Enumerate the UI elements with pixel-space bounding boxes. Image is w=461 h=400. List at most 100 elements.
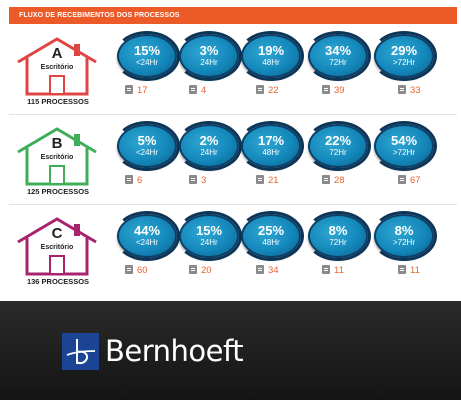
- count-value: 39: [334, 85, 345, 96]
- percentage-bubble: 17% 48Hr: [238, 121, 304, 171]
- document-count: 20: [189, 265, 212, 277]
- document-icon: [125, 85, 133, 94]
- percentage-bubble: 2% 24Hr: [176, 121, 242, 171]
- chart-header: FLUXO DE RECEBIMENTOS DOS PROCESSOS: [9, 7, 457, 24]
- office-label: Escritório: [40, 154, 74, 161]
- time-range: <24Hr: [135, 238, 158, 247]
- row-divider: [9, 114, 457, 115]
- document-icon: [189, 85, 197, 94]
- percentage-value: 19%: [257, 43, 285, 58]
- count-value: 17: [137, 85, 148, 96]
- percentage-value: 54%: [390, 133, 418, 148]
- count-value: 4: [201, 85, 207, 96]
- document-count: 34: [256, 265, 279, 277]
- process-count: 125 PROCESSOS: [26, 187, 90, 196]
- document-icon: [398, 85, 406, 94]
- time-range: 72Hr: [329, 238, 347, 247]
- percentage-value: 2%: [199, 133, 219, 148]
- bernhoeft-logo-icon: [62, 333, 99, 370]
- time-range: 48Hr: [262, 58, 280, 67]
- office-letter: B: [51, 135, 63, 152]
- time-range: 48Hr: [262, 148, 280, 157]
- row-divider: [9, 204, 457, 205]
- house-icon: B Escritório: [14, 126, 100, 186]
- bubble-ring: [238, 31, 304, 81]
- percentage-bubble: 34% 72Hr: [305, 31, 371, 81]
- percentage-bubble: 3% 24Hr: [176, 31, 242, 81]
- percentage-bubble: 44% <24Hr: [114, 211, 180, 261]
- count-value: 67: [410, 175, 421, 186]
- percentage-bubble: 15% 24Hr: [176, 211, 242, 261]
- document-icon: [322, 265, 330, 274]
- document-icon: [189, 175, 197, 184]
- document-count: 11: [398, 265, 420, 277]
- document-icon: [398, 175, 406, 184]
- count-value: 21: [268, 175, 279, 186]
- time-range: <24Hr: [135, 58, 158, 67]
- document-icon: [256, 85, 264, 94]
- time-range: <24Hr: [135, 148, 158, 157]
- percentage-bubble: 22% 72Hr: [305, 121, 371, 171]
- percentage-value: 25%: [257, 223, 285, 238]
- office-row: C Escritório 136 PROCESSOS 44% <24Hr 60 15% 24H…: [0, 210, 461, 300]
- house-icon: A Escritório: [14, 36, 100, 96]
- percentage-value: 3%: [199, 43, 219, 58]
- time-range: 24Hr: [200, 58, 218, 67]
- document-icon: [322, 175, 330, 184]
- count-value: 11: [410, 265, 420, 276]
- document-count: 21: [256, 175, 279, 187]
- document-count: 11: [322, 265, 344, 277]
- count-value: 34: [268, 265, 279, 276]
- percentage-value: 15%: [195, 223, 223, 238]
- process-count: 136 PROCESSOS: [26, 277, 90, 286]
- time-range: >72Hr: [392, 148, 415, 157]
- document-icon: [322, 85, 330, 94]
- document-count: 39: [322, 85, 345, 97]
- time-range: >72Hr: [392, 58, 415, 67]
- document-count: 3: [189, 175, 206, 187]
- document-count: 67: [398, 175, 421, 187]
- count-value: 60: [137, 265, 148, 276]
- count-value: 22: [268, 85, 279, 96]
- count-value: 28: [334, 175, 345, 186]
- office-row: B Escritório 125 PROCESSOS 5% <24Hr 6 2% 24Hr 3 1…: [0, 120, 461, 210]
- document-count: 6: [125, 175, 142, 187]
- time-range: 24Hr: [200, 238, 218, 247]
- percentage-value: 17%: [257, 133, 285, 148]
- document-count: 60: [125, 265, 148, 277]
- percentage-value: 22%: [324, 133, 352, 148]
- brand-name: Bernhoeft: [105, 334, 244, 368]
- document-icon: [398, 265, 406, 274]
- percentage-value: 44%: [133, 223, 161, 238]
- bubble-ring: [305, 121, 371, 171]
- percentage-bubble: 54% >72Hr: [371, 121, 437, 171]
- document-count: 17: [125, 85, 148, 97]
- percentage-bubble: 25% 48Hr: [238, 211, 304, 261]
- time-range: >72Hr: [392, 238, 415, 247]
- office-label: Escritório: [40, 64, 74, 71]
- office-label: Escritório: [40, 244, 74, 251]
- process-count: 115 PROCESSOS: [27, 97, 89, 106]
- percentage-value: 29%: [390, 43, 418, 58]
- bubble-ring: [305, 31, 371, 81]
- house-icon: C Escritório: [14, 216, 100, 276]
- bubble-ring: [305, 211, 371, 261]
- bubble-ring: [238, 121, 304, 171]
- percentage-bubble: 8% >72Hr: [371, 211, 437, 261]
- count-value: 11: [334, 265, 344, 276]
- time-range: 72Hr: [329, 148, 347, 157]
- count-value: 6: [137, 175, 143, 186]
- percentage-value: 15%: [133, 43, 161, 58]
- bubble-ring: [371, 31, 437, 81]
- percentage-bubble: 15% <24Hr: [114, 31, 180, 81]
- document-icon: [256, 265, 264, 274]
- percentage-bubble: 29% >72Hr: [371, 31, 437, 81]
- count-value: 3: [201, 175, 207, 186]
- percentage-value: 34%: [324, 43, 352, 58]
- office-letter: A: [51, 45, 63, 62]
- bubble-ring: [371, 211, 437, 261]
- percentage-value: 5%: [137, 133, 157, 148]
- document-count: 4: [189, 85, 206, 97]
- percentage-bubble: 5% <24Hr: [114, 121, 180, 171]
- document-icon: [125, 175, 133, 184]
